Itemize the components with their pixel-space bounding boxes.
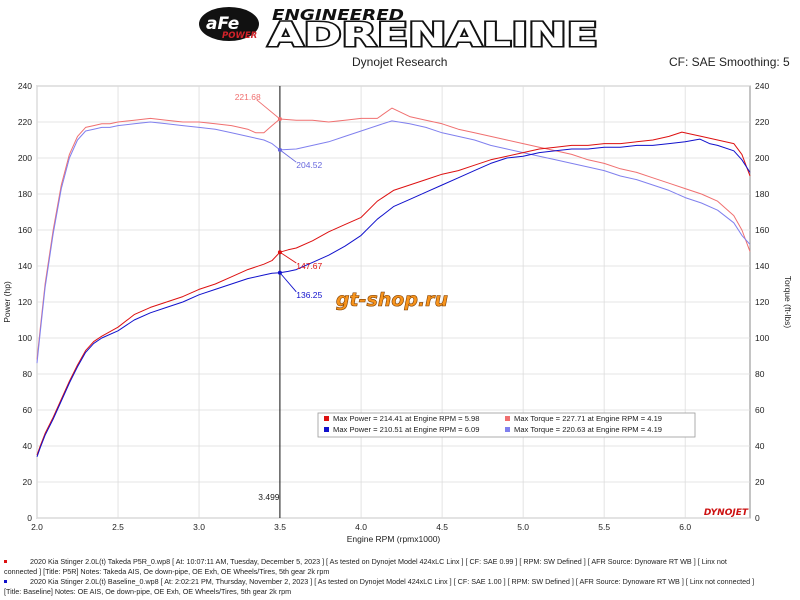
- y-tick-label: 120: [18, 297, 32, 307]
- x-tick-label: 5.0: [517, 522, 529, 532]
- y-tick-label: 240: [18, 81, 32, 91]
- footer-line-1: 2020 Kia Stinger 2.0L(t) Takeda P5R_0.wp…: [30, 557, 727, 566]
- legend-swatch: [505, 416, 510, 421]
- legend-swatch: [324, 416, 329, 421]
- brand-logo: aFe POWER ENGINEERED ADRENALINE: [199, 6, 600, 56]
- annotation-point: [277, 116, 282, 121]
- annotation-leader: [279, 149, 297, 163]
- y2-tick-label: 20: [755, 477, 765, 487]
- y-tick-label: 60: [23, 405, 33, 415]
- y-tick-label: 160: [18, 225, 32, 235]
- y2-tick-label: 40: [755, 441, 765, 451]
- y-tick-label: 180: [18, 189, 32, 199]
- annotation-label-4: 136.25: [296, 290, 322, 300]
- y2-tick-label: 0: [755, 513, 760, 523]
- run-1-color-dot: [4, 560, 7, 564]
- y-tick-label: 140: [18, 261, 32, 271]
- annotation-leader: [279, 251, 297, 264]
- svg-text:ENGINEERED: ENGINEERED: [272, 6, 404, 24]
- y2-tick-label: 180: [755, 189, 769, 199]
- run-2-color-dot: [4, 580, 7, 584]
- series-line-4: [36, 120, 751, 364]
- y-tick-label: 20: [23, 477, 33, 487]
- y2-tick-label: 140: [755, 261, 769, 271]
- footer-run-1: 2020 Kia Stinger 2.0L(t) Takeda P5R_0.wp…: [0, 557, 800, 577]
- x-tick-label: 6.0: [679, 522, 691, 532]
- x-tick-label: 4.0: [355, 522, 367, 532]
- y-tick-label: 200: [18, 153, 32, 163]
- y-axis-title: Power (hp): [2, 281, 12, 323]
- watermark-logo: gt-shop.ru: [336, 289, 448, 311]
- legend-label-4: Max Torque = 220.63 at Engine RPM = 4.19: [514, 425, 662, 434]
- svg-text:POWER: POWER: [222, 31, 257, 41]
- legend-label-1: Max Power = 214.41 at Engine RPM = 5.98: [333, 414, 479, 423]
- series-line-2: [36, 138, 751, 457]
- series-line-1: [36, 131, 751, 456]
- footer-run-2: 2020 Kia Stinger 2.0L(t) Baseline_0.wp8 …: [0, 577, 800, 597]
- annotation-leader: [279, 272, 297, 293]
- annotation-point: [277, 270, 282, 275]
- x-tick-label: 4.5: [436, 522, 448, 532]
- cursor-label: 3.499: [258, 492, 280, 502]
- y2-tick-label: 220: [755, 117, 769, 127]
- x-axis-title: Engine RPM (rpmx1000): [347, 534, 441, 544]
- y2-tick-label: 120: [755, 297, 769, 307]
- chart-subtitle: Dynojet Research: [352, 55, 448, 69]
- x-tick-label: 5.5: [598, 522, 610, 532]
- x-tick-label: 2.0: [31, 522, 43, 532]
- svg-text:ADRENALINE: ADRENALINE: [268, 15, 598, 54]
- annotation-label-2: 204.52: [296, 160, 322, 170]
- x-tick-label: 3.0: [193, 522, 205, 532]
- annotation-point: [277, 250, 282, 255]
- footer-line-4: [Title: Baseline] Notes: OE AIS, Oe down…: [4, 587, 292, 596]
- afe-power-badge: aFe POWER: [199, 7, 259, 41]
- y-tick-label: 80: [23, 369, 33, 379]
- y2-tick-label: 60: [755, 405, 765, 415]
- annotation-label-1: 221.68: [235, 92, 261, 102]
- x-tick-label: 3.5: [274, 522, 286, 532]
- legend-label-2: Max Power = 210.51 at Engine RPM = 6.09: [333, 425, 479, 434]
- dyno-chart: aFe POWER ENGINEERED ADRENALINE 0 0 20 20 40…: [2, 6, 793, 544]
- y-tick-label: 0: [27, 513, 32, 523]
- annotation-point: [277, 147, 282, 152]
- series-line-3: [36, 107, 751, 360]
- y2-tick-label: 80: [755, 369, 765, 379]
- svg-text:aFe: aFe: [206, 14, 239, 34]
- y-tick-label: 100: [18, 333, 32, 343]
- footer-line-2: connected ] [Title: P5R] Notes: Takeda A…: [4, 567, 330, 576]
- legend-swatch: [505, 427, 510, 432]
- y2-tick-label: 100: [755, 333, 769, 343]
- y-tick-label: 220: [18, 117, 32, 127]
- y2-axis-title: Torque (ft-lbs): [783, 276, 793, 329]
- y2-tick-label: 200: [755, 153, 769, 163]
- annotation-leader: [256, 99, 281, 120]
- y2-tick-label: 160: [755, 225, 769, 235]
- x-tick-label: 2.5: [112, 522, 124, 532]
- y2-tick-label: 240: [755, 81, 769, 91]
- dyno-settings: CF: SAE Smoothing: 5: [669, 55, 790, 69]
- y-tick-label: 40: [23, 441, 33, 451]
- dynojet-logo: DYNOJET: [704, 508, 749, 518]
- legend-swatch: [324, 427, 329, 432]
- legend-label-3: Max Torque = 227.71 at Engine RPM = 4.19: [514, 414, 662, 423]
- annotation-label-3: 147.67: [296, 261, 322, 271]
- footer-line-3: 2020 Kia Stinger 2.0L(t) Baseline_0.wp8 …: [30, 577, 755, 586]
